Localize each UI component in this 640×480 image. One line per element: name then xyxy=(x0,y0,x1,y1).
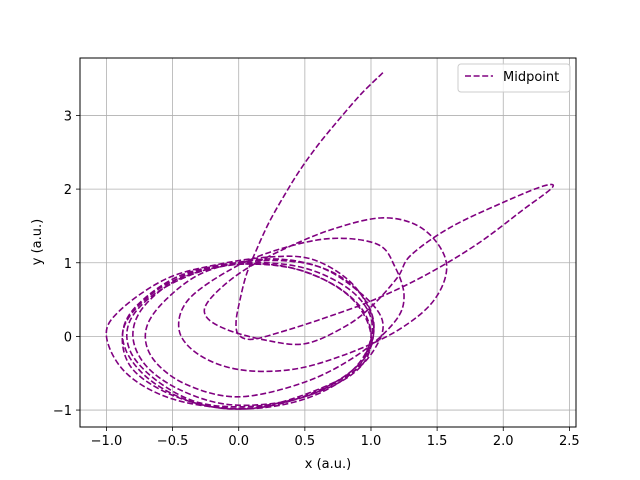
x-tick-label: −1.0 xyxy=(91,434,123,449)
series-layer xyxy=(105,72,555,410)
legend-box xyxy=(457,63,571,93)
y-tick-label: 0 xyxy=(64,330,72,345)
legend: Midpoint xyxy=(457,63,571,93)
x-tick-label: −0.5 xyxy=(157,434,189,449)
x-tick-label: 2.5 xyxy=(559,434,580,449)
plot-frame xyxy=(79,57,577,428)
x-tick-label: 1.5 xyxy=(427,434,448,449)
plot-area-background xyxy=(80,58,576,427)
x-tick-label: 0.0 xyxy=(228,434,249,449)
x-tick-label: 0.5 xyxy=(295,434,316,449)
x-axis-ticks: −1.0 −0.5 0.0 0.5 1.0 1.5 2.0 2.5 xyxy=(91,427,580,449)
series-line-midpoint xyxy=(105,72,555,410)
x-axis-label: x (a.u.) xyxy=(305,457,351,472)
y-axis-label: y (a.u.) xyxy=(30,219,45,265)
y-tick-label: −1 xyxy=(53,404,72,419)
y-tick-label: 1 xyxy=(64,257,72,272)
y-axis-ticks: −1 0 1 2 3 xyxy=(53,109,80,419)
y-tick-label: 3 xyxy=(64,109,72,124)
legend-entry-label: Midpoint xyxy=(503,70,559,85)
x-tick-label: 2.0 xyxy=(493,434,514,449)
y-tick-label: 2 xyxy=(64,183,72,198)
x-tick-label: 1.0 xyxy=(361,434,382,449)
